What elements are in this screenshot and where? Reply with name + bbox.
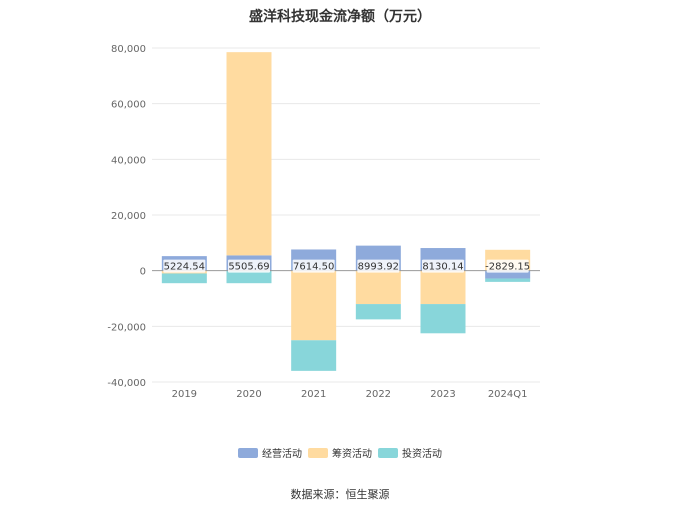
legend-swatch[interactable] — [378, 448, 398, 458]
x-tick-label: 2023 — [430, 389, 455, 400]
legend-swatch[interactable] — [308, 448, 328, 458]
x-tick-label: 2019 — [172, 389, 197, 400]
legend-label[interactable]: 经营活动 — [262, 447, 302, 460]
data-source: 数据来源：恒生聚源 — [290, 488, 390, 501]
data-label: 8993.92 — [358, 262, 399, 273]
x-tick-label: 2021 — [301, 389, 326, 400]
data-label: 5224.54 — [164, 262, 205, 273]
legend: 经营活动 筹资活动 投资活动 — [238, 447, 442, 460]
bar-segment — [420, 304, 466, 334]
data-label-bg — [228, 259, 270, 273]
x-tick-label: 2022 — [366, 389, 391, 400]
data-label-bg — [163, 259, 206, 273]
bar-segment — [485, 270, 531, 279]
bar-segment — [485, 278, 531, 282]
y-tick-label: -40,000 — [107, 378, 146, 389]
y-tick-label: -20,000 — [107, 322, 146, 333]
y-tick-label: 60,000 — [111, 100, 146, 111]
y-tick-label: 0 — [140, 267, 146, 278]
bars — [161, 52, 531, 371]
bar-segment — [355, 304, 401, 320]
x-axis: 2019 2020 2021 2022 2023 2024Q1 — [172, 389, 528, 400]
y-axis: 80,000 60,000 40,000 20,000 0 -20,000 -40,000 — [107, 44, 146, 389]
chart-title: 盛洋科技现金流净额（万元） — [249, 9, 431, 25]
y-tick-label: 80,000 — [111, 44, 146, 55]
y-tick-label: 20,000 — [111, 211, 146, 222]
bar-segment — [226, 52, 272, 256]
data-label: 8130.14 — [422, 262, 463, 273]
bar-segment — [291, 270, 337, 341]
bar-segment — [355, 270, 401, 305]
legend-swatch[interactable] — [238, 448, 258, 458]
legend-label[interactable]: 筹资活动 — [332, 447, 372, 460]
bar-segment — [420, 270, 466, 305]
data-label: 5505.69 — [228, 262, 269, 273]
legend-label[interactable]: 投资活动 — [402, 447, 442, 460]
data-label-bg — [486, 259, 529, 273]
data-label-bg — [292, 259, 335, 273]
bar-segment — [291, 340, 337, 371]
bar-segment — [161, 273, 207, 284]
data-labels: 5224.54 5505.69 7614.50 8993.92 8130.14 -2829… — [163, 259, 530, 273]
grid — [152, 47, 540, 383]
data-label-bg — [357, 259, 400, 273]
x-tick-label: 2024Q1 — [488, 389, 528, 400]
bar-segment — [226, 270, 272, 284]
y-tick-label: 40,000 — [111, 155, 146, 166]
data-label-bg — [422, 259, 464, 273]
data-label: -2829.15 — [485, 262, 530, 273]
data-label: 7614.50 — [293, 262, 334, 273]
x-tick-label: 2020 — [236, 389, 261, 400]
